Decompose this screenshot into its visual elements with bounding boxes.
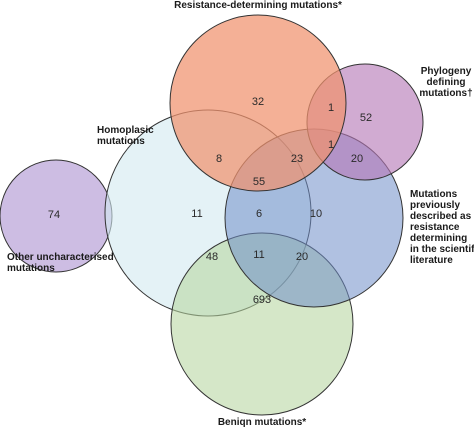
label-benign: Beniqn mutations* [218, 417, 306, 428]
label-line: Beniqn mutations* [218, 417, 306, 428]
label-line: Homoplasic [97, 125, 154, 136]
count-homoplasic-benign: 48 [206, 251, 218, 263]
count-homoplasic-literature-benign: 11 [253, 249, 264, 261]
label-line: previously [410, 200, 460, 211]
label-phylogeny: Phylogeny defining mutations† [419, 66, 472, 99]
count-homoplasic-literature: 6 [256, 208, 262, 220]
count-resistance-literature: 23 [291, 153, 303, 165]
count-other-uncharacterised: 74 [48, 209, 60, 221]
count-phylogeny-only: 52 [360, 112, 372, 124]
label-line: resistance [410, 222, 460, 233]
label-literature: Mutations previously described as resistanc… [410, 189, 474, 266]
label-line: defining [427, 77, 466, 88]
count-homoplasic-only: 11 [191, 208, 202, 220]
label-line: in the scientific [410, 244, 474, 255]
count-literature-only: 10 [310, 208, 322, 220]
label-line: determining [410, 233, 467, 244]
label-line: Other uncharacterised [7, 252, 114, 263]
label-line: Phylogeny [421, 66, 472, 77]
count-resistance-phylogeny: 1 [328, 102, 334, 114]
count-resistance-phylogeny-literature: 1 [328, 139, 334, 151]
count-resistance-homoplasic-literature: 55 [253, 176, 265, 188]
label-line: described as [410, 211, 472, 222]
label-line: mutations† [419, 88, 472, 99]
label-line: literature [410, 255, 453, 266]
label-line: Resistance-determining mutations* [174, 0, 342, 11]
count-resistance-homoplasic: 8 [216, 153, 222, 165]
count-phylogeny-literature: 20 [351, 153, 363, 165]
label-line: mutations [97, 136, 145, 147]
count-resistance-only: 32 [252, 96, 264, 108]
label-line: Mutations [410, 189, 458, 200]
count-benign-only: 693 [253, 294, 271, 306]
label-homoplasic: Homoplasic mutations [97, 125, 154, 147]
label-line: mutations [7, 263, 55, 274]
circle-resistance [169, 14, 347, 192]
label-resistance: Resistance-determining mutations* [174, 0, 342, 11]
count-literature-benign: 20 [296, 251, 308, 263]
label-other-uncharacterised: Other uncharacterised mutations [7, 252, 114, 274]
